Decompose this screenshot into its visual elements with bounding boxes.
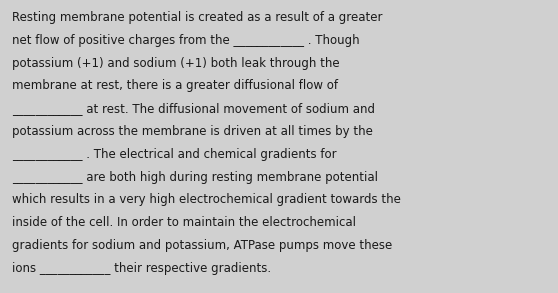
Text: Resting membrane potential is created as a result of a greater: Resting membrane potential is created as… — [12, 11, 382, 24]
Text: potassium (+1) and sodium (+1) both leak through the: potassium (+1) and sodium (+1) both leak… — [12, 57, 340, 70]
Text: ____________ are both high during resting membrane potential: ____________ are both high during restin… — [12, 171, 378, 184]
Text: membrane at rest, there is a greater diffusional flow of: membrane at rest, there is a greater dif… — [12, 79, 338, 92]
Text: which results in a very high electrochemical gradient towards the: which results in a very high electrochem… — [12, 193, 401, 206]
Text: gradients for sodium and potassium, ATPase pumps move these: gradients for sodium and potassium, ATPa… — [12, 239, 392, 252]
Text: net flow of positive charges from the ____________ . Though: net flow of positive charges from the __… — [12, 34, 359, 47]
Text: ____________ . The electrical and chemical gradients for: ____________ . The electrical and chemic… — [12, 148, 336, 161]
Text: ____________ at rest. The diffusional movement of sodium and: ____________ at rest. The diffusional mo… — [12, 102, 375, 115]
Text: ions ____________ their respective gradients.: ions ____________ their respective gradi… — [12, 262, 271, 275]
Text: potassium across the membrane is driven at all times by the: potassium across the membrane is driven … — [12, 125, 373, 138]
Text: inside of the cell. In order to maintain the electrochemical: inside of the cell. In order to maintain… — [12, 216, 356, 229]
